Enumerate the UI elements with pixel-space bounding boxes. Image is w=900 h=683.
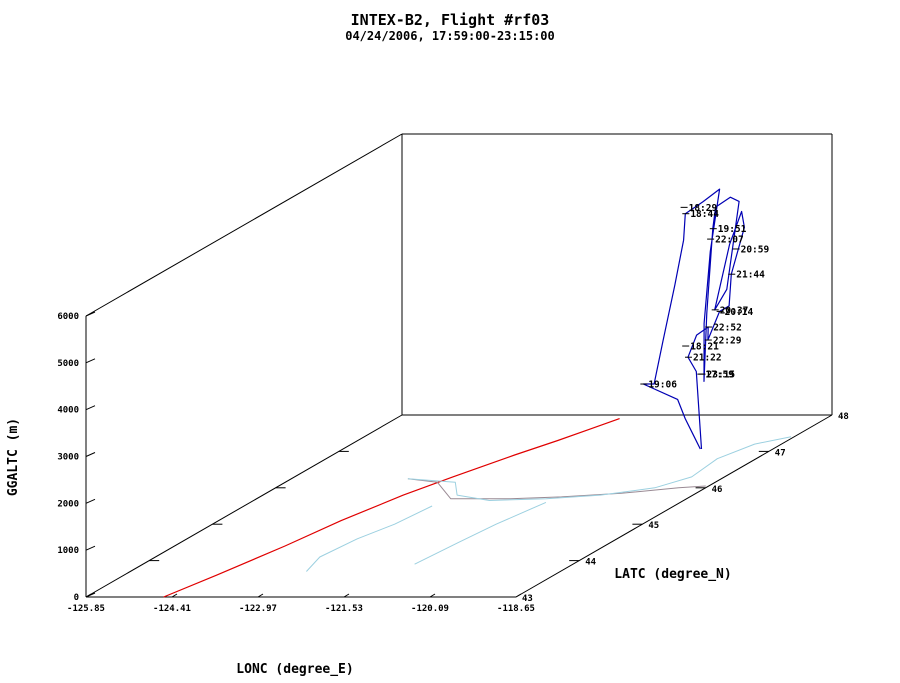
z-tick-label: 3000 [57, 453, 79, 463]
river-line [407, 436, 792, 501]
x-tick-label: -122.97 [239, 604, 277, 614]
z-tick-label: 0 [74, 593, 79, 603]
x-tick-mark [171, 593, 178, 598]
flight-track-line [642, 188, 746, 450]
z-tick-label: 4000 [57, 406, 79, 416]
time-label: 20:37 [720, 305, 749, 316]
time-label: 23:15 [707, 370, 736, 381]
time-label: 17:59 [705, 370, 734, 381]
x-tick-mark [343, 593, 350, 598]
x-tick-label: -121.53 [325, 604, 363, 614]
z-tick-mark [85, 498, 96, 504]
time-label: 22:52 [713, 323, 742, 334]
time-label: 21:44 [736, 270, 765, 281]
z-tick-label: 6000 [57, 312, 79, 322]
ground-map [163, 418, 792, 598]
coastline-line [163, 418, 620, 598]
y-tick-label: 45 [648, 521, 659, 531]
flight-track-layer [642, 188, 746, 450]
x-axis-label: LONC (degree_E) [236, 662, 353, 677]
time-label: 19:06 [648, 380, 677, 391]
z-tick-label: 2000 [57, 499, 79, 509]
axis-ticks: -125.85 -124.41 -122.97 -121.53 -120.09 -118.… [57, 311, 849, 614]
time-label: 20:59 [741, 244, 770, 255]
top-left-edge [85, 133, 403, 317]
time-label: 22:29 [713, 336, 742, 347]
time-label: 18:44 [690, 209, 719, 220]
river-line [306, 505, 433, 572]
chart-title: INTEX-B2, Flight #rf03 [351, 11, 550, 29]
z-tick-mark [85, 358, 96, 364]
floor-left-edge [85, 414, 403, 598]
x-tick-mark [515, 593, 522, 598]
x-tick-mark [257, 593, 264, 598]
time-label: 19:51 [718, 224, 747, 235]
x-tick-label: -120.09 [411, 604, 449, 614]
time-label: 20:14 [725, 307, 754, 318]
y-axis-label: LATC (degree_N) [614, 567, 731, 582]
z-tick-label: 5000 [57, 359, 79, 369]
time-label: 22:07 [715, 235, 744, 246]
x-tick-label: -118.65 [497, 604, 535, 614]
chart-subtitle: 04/24/2006, 17:59:00-23:15:00 [345, 29, 555, 43]
time-label: 18:21 [690, 342, 719, 353]
z-tick-mark [85, 311, 96, 317]
z-tick-mark [85, 592, 96, 598]
y-tick-label: 46 [712, 485, 723, 495]
y-axis-line [515, 414, 833, 598]
state-border-line [407, 478, 706, 500]
river-line [414, 501, 547, 565]
x-tick-mark [429, 593, 436, 598]
x-tick-label: -125.85 [67, 604, 105, 614]
y-tick-label: 44 [585, 558, 596, 568]
y-tick-label: 43 [522, 594, 533, 604]
z-axis-label: GGALTC (m) [6, 418, 21, 496]
x-tick-label: -124.41 [153, 604, 191, 614]
z-tick-label: 1000 [57, 546, 79, 556]
y-tick-label: 48 [838, 412, 849, 422]
time-label: 21:22 [693, 353, 722, 364]
z-tick-mark [85, 545, 96, 551]
y-tick-label: 47 [775, 448, 786, 458]
z-tick-mark [85, 405, 96, 411]
z-tick-mark [85, 452, 96, 457]
time-label: 18:29 [689, 203, 718, 214]
